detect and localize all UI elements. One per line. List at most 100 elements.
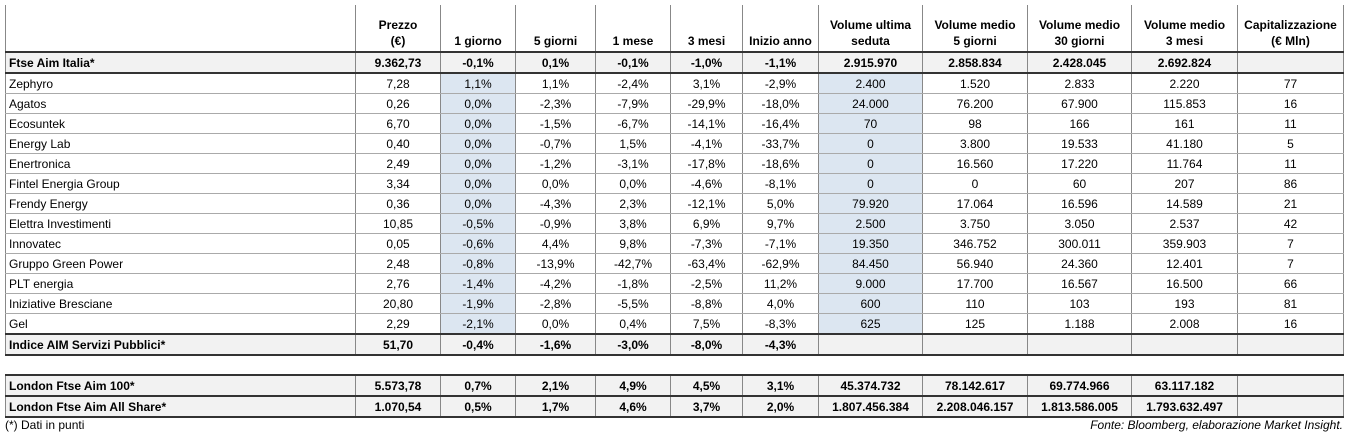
cell: 2.428.045 [1027,51,1132,74]
cell: -5,5% [595,293,671,314]
cell: 3,7% [670,396,743,418]
row-label: London Ftse Aim All Share* [5,396,356,418]
cell: -4,3% [515,193,596,214]
cell: -7,1% [742,233,819,254]
header-text: 3 mesi [687,34,726,48]
header-text: 3 mesi [1165,34,1204,48]
header-cell: 5 giorni [515,5,596,52]
cell [1237,333,1344,356]
cell: -2,9% [742,72,819,94]
cell: 0 [818,133,923,154]
table-row: Fintel Energia Group 3,34 0,0% 0,0% 0,0% -4,6… [5,173,1344,194]
cell: -4,1% [670,133,743,154]
cell: 16 [1237,313,1344,335]
cell: 0,05 [355,233,441,254]
cell: 5 [1237,133,1344,154]
cell: -16,4% [742,113,819,134]
row-label: Agatos [5,93,356,114]
cell: 70 [818,113,923,134]
cell: -1,0% [670,51,743,74]
cell: -29,9% [670,93,743,114]
cell: 0 [818,153,923,174]
cell: 1.188 [1027,313,1132,335]
cell: -13,9% [515,253,596,274]
header-text: Volume medio [1038,18,1121,32]
table-row: Energy Lab 0,40 0,0% -0,7% 1,5% -4,1% -33,7% 0 3… [5,133,1344,154]
cell: 16 [1237,93,1344,114]
cell: 0,0% [440,153,516,174]
row-label: Ecosuntek [5,113,356,134]
cell: 1,7% [515,396,596,418]
cell: 41.180 [1131,133,1238,154]
cell: 11.764 [1131,153,1238,174]
cell: 7,28 [355,72,441,94]
cell: 0,0% [440,113,516,134]
table-row: Ecosuntek 6,70 0,0% -1,5% -6,7% -14,1% -16,4% 7… [5,113,1344,134]
cell: 98 [922,113,1028,134]
cell: -1,4% [440,273,516,294]
cell: -8,0% [670,333,743,356]
header-text: 5 giorni [533,34,578,48]
row-label: Fintel Energia Group [5,173,356,194]
cell: -1,8% [595,273,671,294]
cell: -1,5% [515,113,596,134]
table-row: Agatos 0,26 0,0% -2,3% -7,9% -29,9% -18,0% 24.0… [5,93,1344,114]
cell: 4,9% [595,374,671,397]
cell: 4,0% [742,293,819,314]
cell: -0,7% [515,133,596,154]
cell: -17,8% [670,153,743,174]
header-row: Prezzo (€) 1 giorno 5 giorni 1 mese 3 mesi Ini… [5,5,1344,52]
cell: 2.400 [818,72,923,94]
cell [1131,333,1238,356]
cell: 4,5% [670,374,743,397]
row-label: Enertronica [5,153,356,174]
cell: 9.362,73 [355,51,441,74]
header-text: (€ Mln) [1271,34,1310,48]
cell: 346.752 [922,233,1028,254]
header-text: 30 giorni [1054,34,1105,48]
cell: 0 [922,173,1028,194]
cell: 0 [818,173,923,194]
cell: -0,4% [440,333,516,356]
cell: 2,1% [515,374,596,397]
cell: 2.692.824 [1131,51,1238,74]
cell: 1.070,54 [355,396,441,418]
header-cell: Volume medio 3 mesi [1131,5,1238,52]
cell: 17.700 [922,273,1028,294]
cell: -3,1% [595,153,671,174]
table-row: Elettra Investimenti 10,85 -0,5% -0,9% 3,8% 6… [5,213,1344,234]
cell: 11 [1237,113,1344,134]
cell: -1,2% [515,153,596,174]
cell: -42,7% [595,253,671,274]
cell: 60 [1027,173,1132,194]
cell: 2,0% [742,396,819,418]
cell: 0,0% [440,93,516,114]
table-row: Iniziative Bresciane 20,80 -1,9% -2,8% -5,5%… [5,293,1344,314]
header-cell: 1 mese [595,5,671,52]
cell [1027,333,1132,356]
cell: -33,7% [742,133,819,154]
cell: 2,76 [355,273,441,294]
row-label: Gel [5,313,356,335]
cell: 77 [1237,72,1344,94]
table-row: London Ftse Aim 100* 5.573,78 0,7% 2,1% 4,9%… [5,374,1344,397]
cell: 1,1% [515,72,596,94]
cell: 161 [1131,113,1238,134]
row-label: PLT energia [5,273,356,294]
cell: 17.220 [1027,153,1132,174]
row-label: Iniziative Bresciane [5,293,356,314]
header-cell: Volume medio 30 giorni [1027,5,1132,52]
cell: 12.401 [1131,253,1238,274]
cell: 3,1% [742,374,819,397]
cell: 42 [1237,213,1344,234]
table-row: Enertronica 2,49 0,0% -1,2% -3,1% -17,8% -18,6… [5,153,1344,174]
cell: 1.520 [922,72,1028,94]
cell: -14,1% [670,113,743,134]
header-cell: Capitalizzazione (€ Mln) [1237,5,1344,52]
cell: 1.793.632.497 [1131,396,1238,418]
cell: 166 [1027,113,1132,134]
cell: -4,3% [742,333,819,356]
row-label: Zephyro [5,72,356,94]
cell: 4,4% [515,233,596,254]
cell: 3,34 [355,173,441,194]
